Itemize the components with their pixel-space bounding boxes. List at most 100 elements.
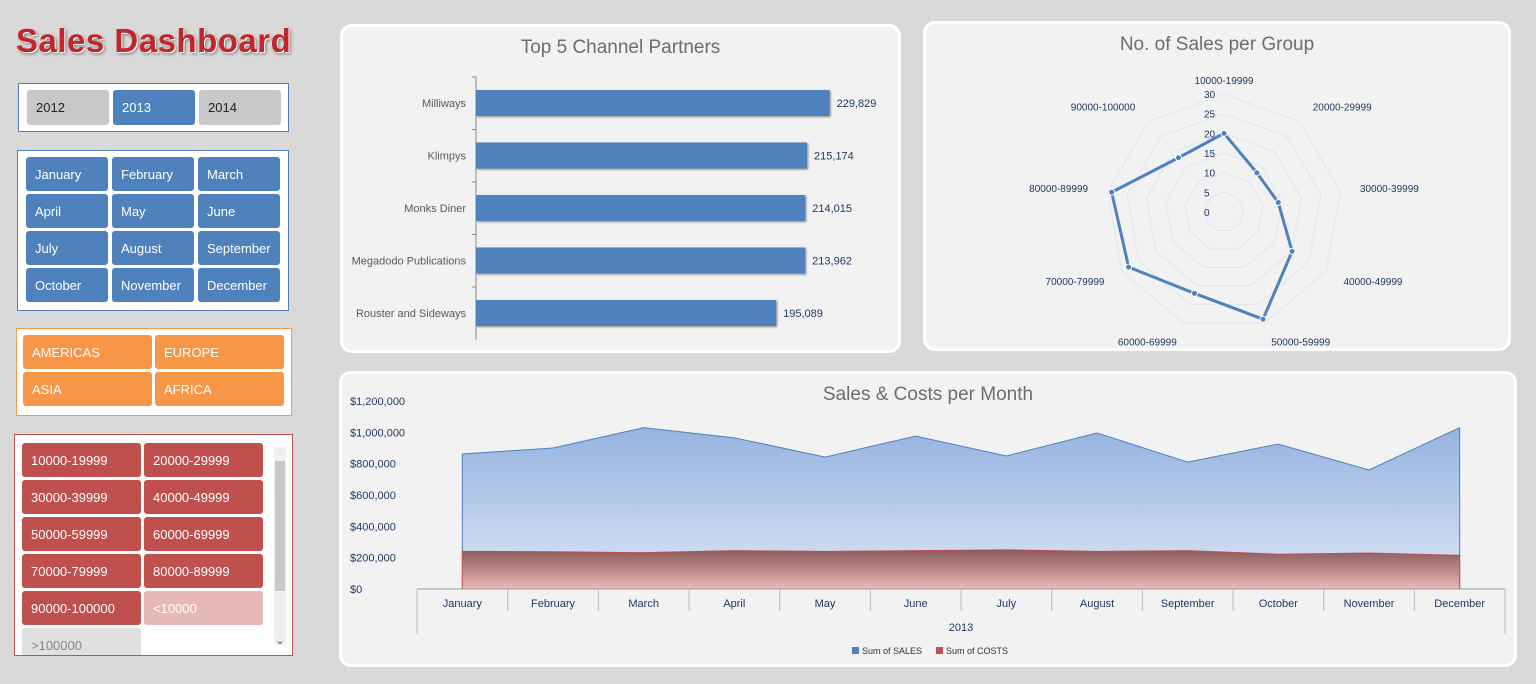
month-slicer: January February March April May June July Augu… [17,150,289,311]
month-button-april[interactable]: April [26,194,108,228]
radar-point [1174,154,1182,162]
region-button-asia[interactable]: ASIA [23,372,152,406]
category-label: Klimpys [427,151,466,163]
bar [476,247,806,274]
radar-point [1108,188,1116,196]
group-button[interactable]: 80000-89999 [144,554,263,588]
r-tick-label: 25 [1204,110,1216,121]
r-tick-label: 15 [1204,149,1216,160]
area-series [461,549,1461,590]
bar [476,300,777,326]
sales-per-group-chart: No. of Sales per Group 0 5 10 15 20 25 30 10000… [923,21,1511,351]
r-tick-label: 5 [1204,188,1210,199]
r-tick-label: 20 [1204,129,1216,140]
radar-point [1125,263,1133,271]
legend-swatch [936,647,943,654]
y-tick-label: $200,000 [350,553,396,565]
grid-ring [1184,172,1264,250]
axis-label: 50000-59999 [1271,338,1330,348]
year-button-2014[interactable]: 2014 [199,90,281,125]
x-tick-label: March [628,598,659,610]
year-button-2012[interactable]: 2012 [27,90,109,125]
dashboard-title: Sales Dashboard [16,22,292,59]
grid-ring [1165,152,1283,268]
year-button-2013[interactable]: 2013 [113,90,195,125]
y-tick-label: $400,000 [350,521,396,533]
area-series [461,426,1461,590]
x-tick-label: November [1344,598,1395,610]
axis-label: 80000-89999 [1029,184,1088,195]
chart-title: No. of Sales per Group [1119,34,1315,55]
category-label: Milliways [422,98,467,110]
data-label: 214,015 [812,203,852,215]
region-button-europe[interactable]: EUROPE [155,335,284,369]
category-label: Rouster and Sideways [356,308,467,320]
axis-label: 30000-39999 [1360,184,1419,195]
category-label: Megadodo Publications [352,256,467,268]
x-tick-label: December [1434,598,1485,610]
group-button[interactable]: 30000-39999 [22,480,141,514]
scrollbar-thumb[interactable] [275,461,285,591]
y-tick-label: $1,200,000 [350,396,405,408]
chart-title: Top 5 Channel Partners [520,37,721,58]
group-button[interactable]: 20000-29999 [144,443,263,477]
x-tick-label: January [443,598,483,610]
r-tick-label: 0 [1204,208,1210,219]
sales-costs-chart: Sales & Costs per Month $0 $200,000 $400,0… [339,371,1517,667]
x-tick-label: September [1161,598,1215,610]
top-partners-chart: Top 5 Channel Partners Milliways 229,829 K… [340,24,901,353]
chart-title: Sales & Costs per Month [822,384,1034,405]
region-button-africa[interactable]: AFRICA [155,372,284,406]
month-button-june[interactable]: June [198,194,280,228]
group-button[interactable]: 40000-49999 [144,480,263,514]
group-button[interactable]: >100000 [22,628,141,655]
month-button-july[interactable]: July [26,231,108,265]
month-button-october[interactable]: October [26,268,108,302]
month-button-august[interactable]: August [112,231,194,265]
group-button[interactable]: 60000-69999 [144,517,263,551]
month-button-march[interactable]: March [198,157,280,191]
month-button-november[interactable]: November [112,268,194,302]
grid-ring [1126,113,1322,305]
axis-label: 10000-19999 [1195,76,1254,87]
data-label: 213,962 [812,256,852,268]
group-button[interactable]: 70000-79999 [22,554,141,588]
grid-ring [1204,191,1244,231]
group-slicer-scrollbar[interactable]: ⌄ [274,447,286,647]
r-tick-label: 10 [1204,169,1216,180]
radar-point [1220,129,1228,137]
scroll-down-icon[interactable]: ⌄ [275,635,285,647]
month-button-september[interactable]: September [198,231,280,265]
radar-point [1259,315,1267,323]
group-button[interactable]: <10000 [144,591,263,625]
month-button-february[interactable]: February [112,157,194,191]
category-label: Monks Diner [404,203,466,215]
x-tick-label: February [531,598,576,610]
grid-ring [1107,93,1341,324]
group-slicer: ⌄ 10000-19999 20000-29999 30000-39999 40000… [14,434,293,656]
group-button[interactable]: 50000-59999 [22,517,141,551]
r-tick-label: 30 [1204,90,1216,101]
axis-label: 40000-49999 [1344,277,1403,288]
month-button-january[interactable]: January [26,157,108,191]
x-tick-label: July [997,598,1017,610]
y-tick-label: $600,000 [350,490,396,502]
axis-label: 70000-79999 [1046,277,1105,288]
axis-label: 60000-69999 [1118,338,1177,348]
x-tick-label: October [1259,598,1298,610]
region-button-americas[interactable]: AMERICAS [23,335,152,369]
y-tick-label: $1,000,000 [350,427,405,439]
region-slicer: AMERICAS EUROPE ASIA AFRICA [16,328,292,416]
group-button[interactable]: 10000-19999 [22,443,141,477]
bar [476,195,806,221]
legend-label: Sum of COSTS [946,646,1008,656]
x-group-label: 2013 [949,622,973,634]
legend-label: Sum of SALES [862,646,922,656]
axis-label: 20000-29999 [1313,102,1372,113]
x-tick-label: June [904,598,928,610]
month-button-may[interactable]: May [112,194,194,228]
group-button[interactable]: 90000-100000 [22,591,141,625]
bar [476,90,830,116]
y-tick-label: $800,000 [350,459,396,471]
month-button-december[interactable]: December [198,268,280,302]
